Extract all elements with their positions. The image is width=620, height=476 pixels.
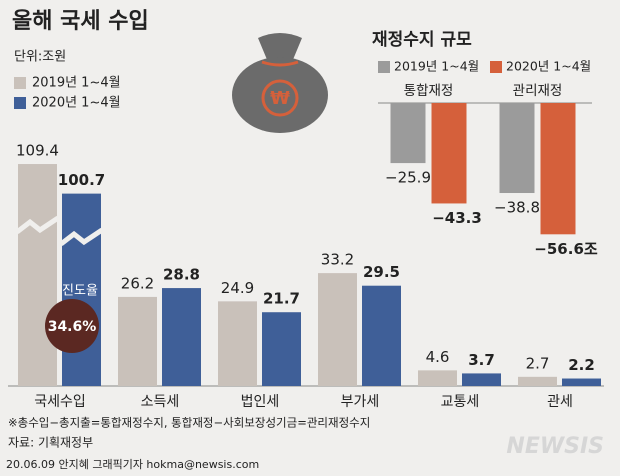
chart-title: 올해 국세 수입	[12, 9, 149, 34]
legend-label: 2019년 1~4월	[394, 59, 479, 74]
source: 자료: 기획재정부	[8, 436, 93, 450]
progress-badge	[45, 299, 99, 353]
bar	[462, 373, 501, 386]
legend-swatch	[490, 61, 502, 73]
value-label: −43.3	[432, 209, 482, 227]
bar	[318, 273, 357, 386]
axis-break	[59, 227, 104, 246]
x-tick-label: 소득세	[141, 394, 180, 410]
bar	[62, 193, 101, 386]
value-label: 109.4	[16, 142, 59, 160]
value-label: 24.9	[221, 279, 254, 297]
bar	[518, 376, 557, 386]
bar	[431, 103, 467, 204]
value-label: −25.9	[385, 169, 431, 187]
value-label: 21.7	[263, 290, 300, 308]
value-label: 2.7	[526, 354, 550, 372]
value-label: 4.6	[426, 348, 450, 366]
x-tick-label: 통합재정	[404, 83, 454, 99]
footnote: ※총수입−총지출=통합재정수지, 통합재정−사회보장성기금=관리재정수지	[8, 416, 370, 430]
legend-label: 2020년 1~4월	[32, 96, 121, 111]
x-tick-label: 관세	[547, 394, 573, 410]
bar	[118, 296, 157, 386]
legend-swatch	[14, 77, 26, 89]
x-tick-label: 국세수입	[34, 394, 86, 410]
x-tick-label: 부가세	[341, 394, 380, 410]
value-label: 100.7	[58, 171, 105, 189]
annotation: 진도율	[62, 284, 98, 299]
annotation: 34.6%	[48, 319, 97, 335]
value-label: 26.2	[121, 274, 154, 292]
x-tick-label: 관리재정	[513, 83, 563, 99]
legend-swatch	[378, 61, 390, 73]
money-bag: ₩	[232, 33, 328, 133]
svg-text:₩: ₩	[270, 88, 290, 109]
value-label: −56.6조	[534, 240, 598, 258]
axis-break	[15, 215, 60, 234]
value-label: 29.5	[363, 263, 400, 281]
watermark: NEWSIS	[506, 434, 604, 459]
chart-title: 재정수지 규모	[372, 30, 472, 50]
value-label: 2.2	[568, 356, 595, 374]
value-label: −38.8	[494, 199, 540, 217]
bar	[540, 103, 576, 235]
bar	[218, 301, 257, 386]
value-label: 33.2	[321, 251, 354, 269]
bar	[162, 288, 201, 386]
legend-swatch	[14, 97, 26, 109]
credit: 20.06.09 안지혜 그래픽기자 hokma@newsis.com	[6, 458, 259, 471]
bar	[390, 103, 426, 164]
legend-label: 2019년 1~4월	[32, 76, 121, 91]
legend-label: 2020년 1~4월	[506, 59, 591, 74]
value-label: 28.8	[163, 266, 200, 284]
bar	[262, 312, 301, 386]
value-label: 3.7	[468, 351, 495, 369]
bar	[418, 370, 457, 386]
bar	[499, 103, 535, 194]
bar	[562, 378, 601, 386]
x-tick-label: 교통세	[441, 394, 480, 410]
unit-label: 단위:조원	[14, 50, 66, 65]
bar	[18, 164, 57, 386]
x-tick-label: 법인세	[241, 394, 280, 410]
bar	[362, 285, 401, 386]
